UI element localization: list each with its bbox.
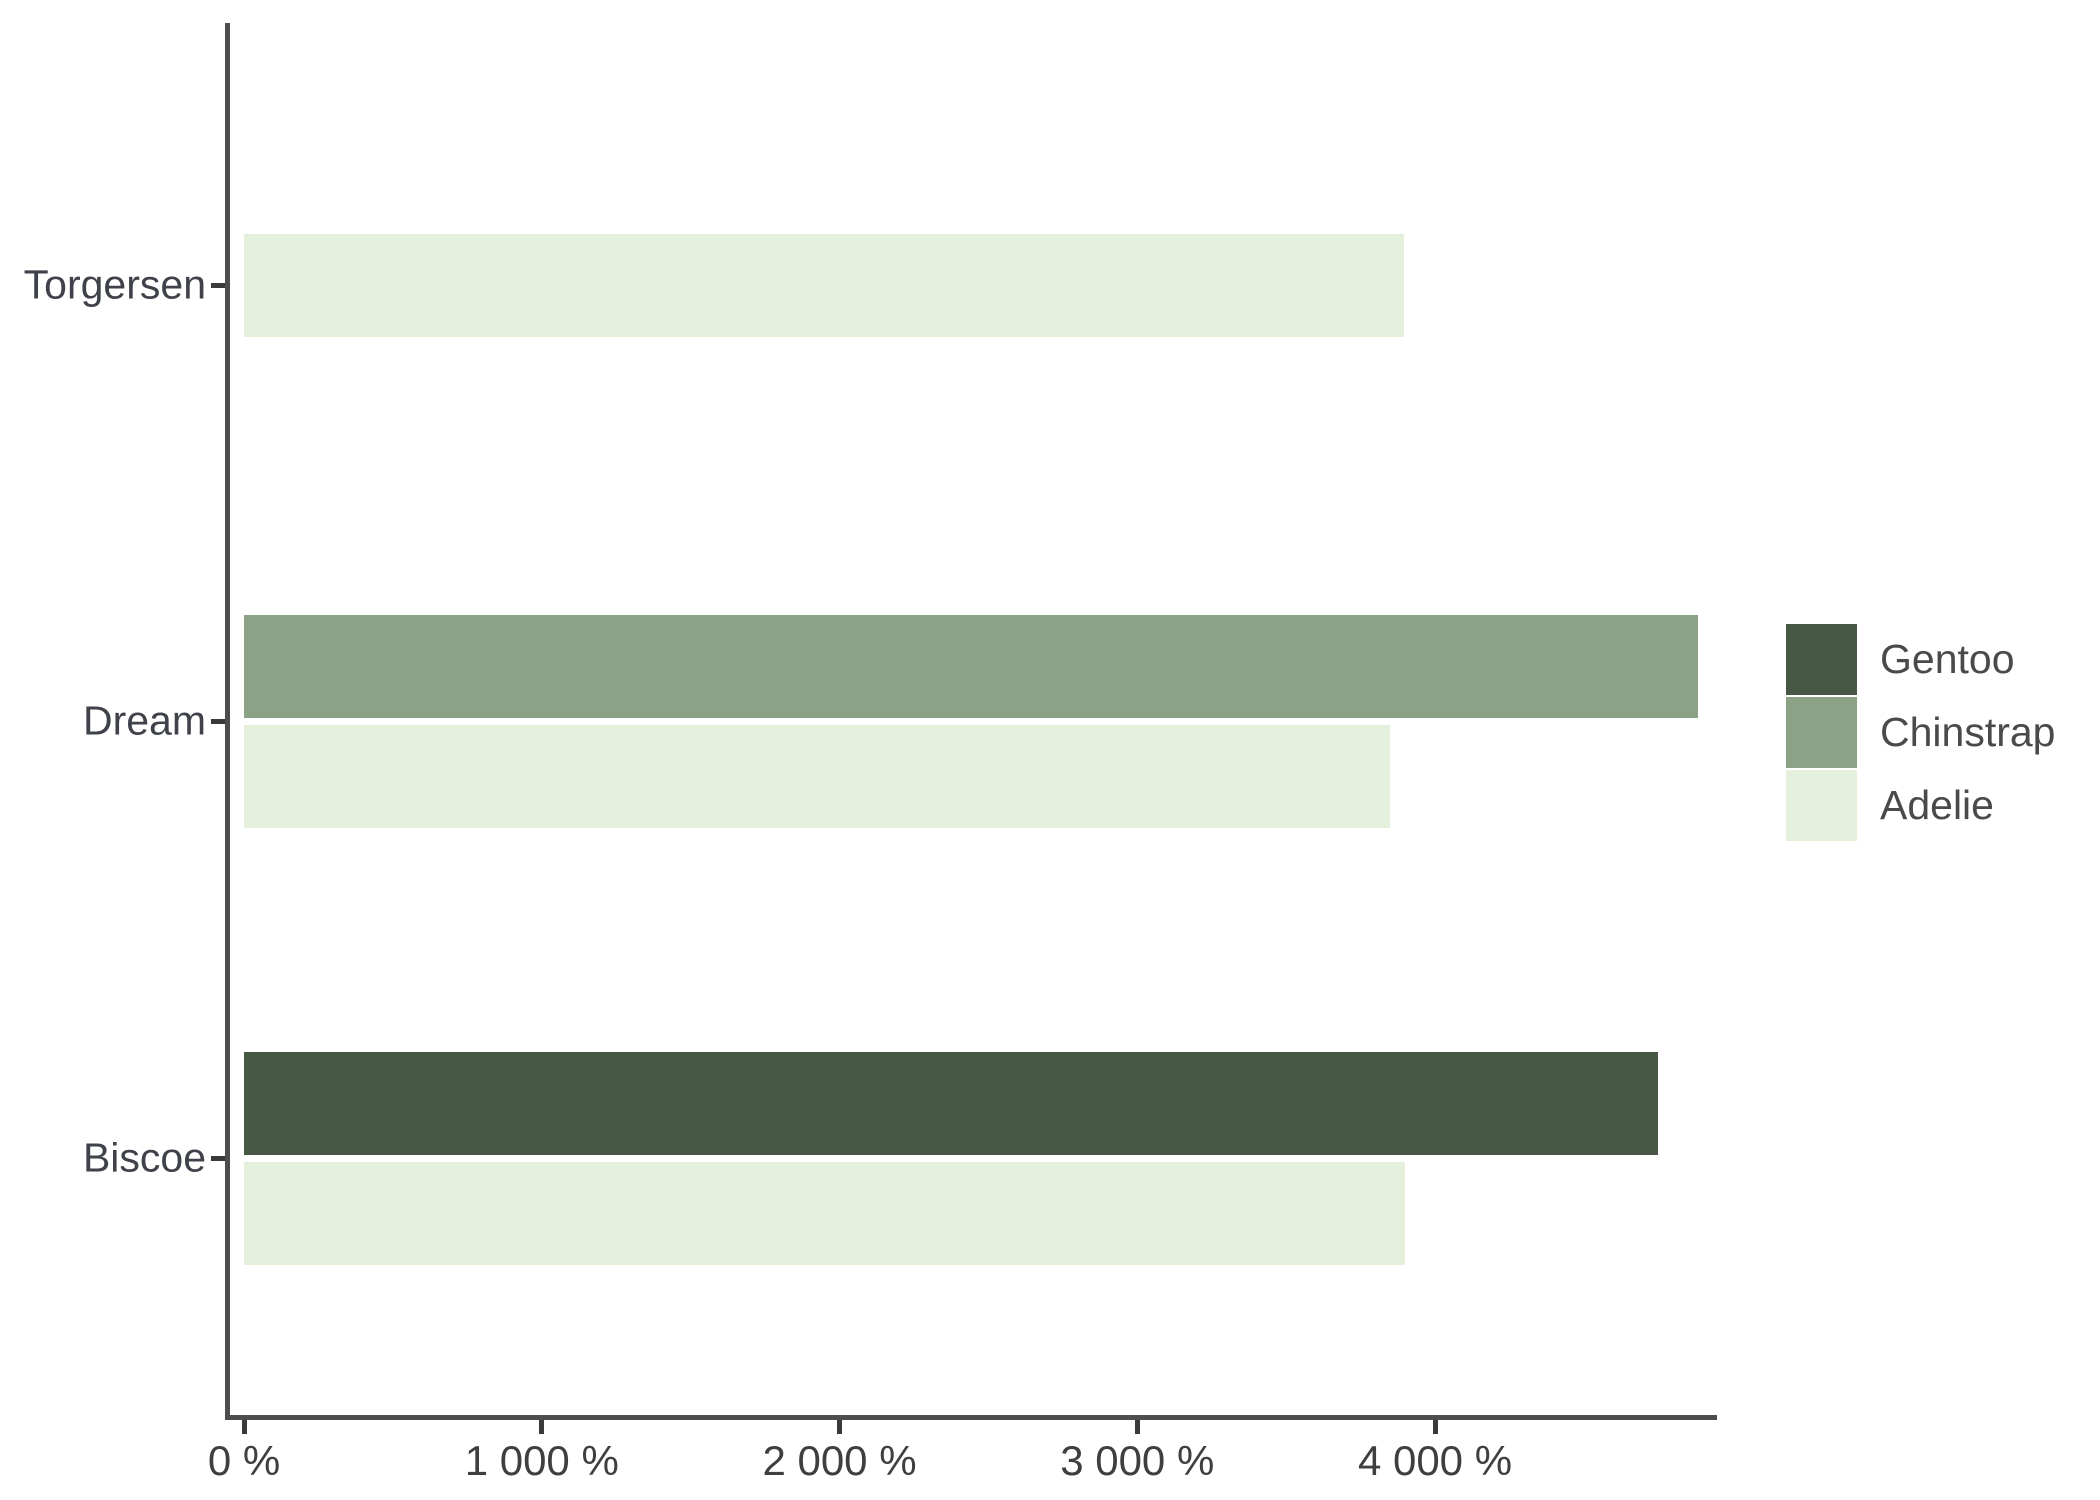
legend-item-gentoo: Gentoo bbox=[1786, 624, 2055, 695]
x-axis-tick-label: 3 000 % bbox=[1060, 1437, 1215, 1484]
legend-label: Gentoo bbox=[1880, 636, 2015, 682]
bar-biscoe-gentoo bbox=[244, 1051, 1659, 1155]
x-axis-tick bbox=[1134, 1420, 1140, 1434]
y-axis-category-label: Torgersen bbox=[23, 261, 206, 308]
x-axis-tick bbox=[241, 1420, 247, 1434]
bar-dream-adelie bbox=[244, 724, 1391, 828]
legend-key-swatch bbox=[1786, 697, 1857, 768]
x-axis-tick-label: 2 000 % bbox=[762, 1437, 917, 1484]
x-axis-tick bbox=[539, 1420, 545, 1434]
x-axis-tick-label: 1 000 % bbox=[464, 1437, 619, 1484]
x-axis-tick-label: 0 % bbox=[207, 1437, 281, 1484]
y-axis-tick bbox=[211, 282, 225, 288]
legend-key-swatch bbox=[1786, 770, 1857, 841]
legend-key-swatch bbox=[1786, 624, 1857, 695]
y-axis-tick bbox=[211, 1155, 225, 1161]
legend-label: Adelie bbox=[1880, 782, 1994, 828]
y-axis-category-label: Dream bbox=[82, 697, 206, 744]
x-axis-tick bbox=[837, 1420, 842, 1434]
legend-label: Chinstrap bbox=[1880, 709, 2056, 755]
x-axis-tick bbox=[1432, 1420, 1438, 1434]
legend-item-adelie: Adelie bbox=[1786, 770, 2055, 841]
x-axis-tick-label: 4 000 % bbox=[1357, 1437, 1513, 1484]
bar-biscoe-adelie bbox=[244, 1161, 1405, 1265]
y-axis-tick bbox=[211, 718, 225, 724]
x-axis-line bbox=[225, 1415, 1717, 1420]
bar-torgersen-adelie bbox=[244, 233, 1404, 337]
bar-dream-chinstrap bbox=[244, 614, 1698, 718]
y-axis-category-label: Biscoe bbox=[82, 1134, 206, 1181]
y-axis-line bbox=[225, 23, 230, 1420]
legend-item-chinstrap: Chinstrap bbox=[1786, 697, 2055, 768]
legend: Gentoo Chinstrap Adelie bbox=[1786, 624, 2055, 841]
